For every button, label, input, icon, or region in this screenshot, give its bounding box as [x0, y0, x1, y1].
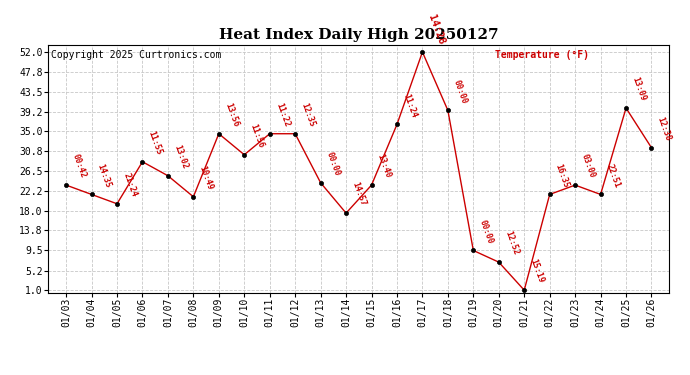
Text: 14:28: 14:28 [426, 13, 446, 46]
Text: 11:24: 11:24 [401, 92, 418, 119]
Text: 12:38: 12:38 [656, 116, 673, 142]
Text: 12:35: 12:35 [299, 102, 316, 128]
Text: 00:42: 00:42 [70, 153, 88, 180]
Text: 16:35: 16:35 [554, 162, 571, 189]
Text: 22:51: 22:51 [604, 162, 622, 189]
Text: 11:55: 11:55 [147, 130, 164, 156]
Text: 03:00: 03:00 [580, 153, 596, 180]
Text: 13:40: 13:40 [375, 153, 393, 180]
Title: Heat Index Daily High 20250127: Heat Index Daily High 20250127 [219, 28, 499, 42]
Text: 14:57: 14:57 [351, 181, 367, 207]
Text: 14:35: 14:35 [96, 162, 112, 189]
Text: 10:49: 10:49 [197, 165, 215, 191]
Text: 13:09: 13:09 [630, 76, 647, 102]
Text: 13:56: 13:56 [223, 102, 240, 128]
Text: 00:00: 00:00 [477, 218, 495, 245]
Text: 11:56: 11:56 [248, 123, 266, 149]
Text: 11:22: 11:22 [274, 102, 291, 128]
Text: 13:02: 13:02 [172, 144, 189, 170]
Text: 15:19: 15:19 [529, 258, 545, 285]
Text: Temperature (°F): Temperature (°F) [495, 50, 589, 60]
Text: 12:52: 12:52 [503, 230, 520, 256]
Text: 21:24: 21:24 [121, 172, 138, 198]
Text: 00:00: 00:00 [325, 151, 342, 177]
Text: Copyright 2025 Curtronics.com: Copyright 2025 Curtronics.com [51, 50, 221, 60]
Text: 00:00: 00:00 [452, 78, 469, 105]
